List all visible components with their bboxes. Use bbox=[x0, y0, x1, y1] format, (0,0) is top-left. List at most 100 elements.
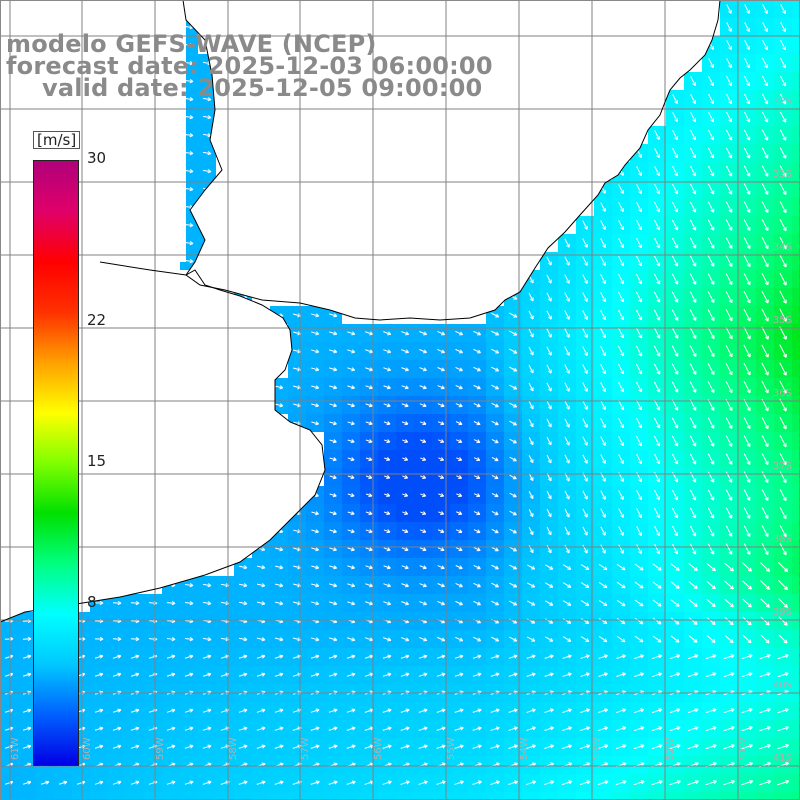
wind-arrow bbox=[725, 273, 733, 286]
wind-arrow bbox=[166, 780, 176, 785]
wind-arrow bbox=[509, 492, 517, 498]
wind-arrow bbox=[600, 544, 606, 554]
wind-arrow bbox=[419, 349, 427, 354]
wind-arrow bbox=[528, 328, 534, 338]
wind-arrow bbox=[761, 507, 769, 519]
wind-speed-cell bbox=[792, 108, 800, 126]
wind-arrow bbox=[779, 236, 787, 250]
wind-arrow bbox=[672, 112, 678, 123]
wind-arrow bbox=[419, 421, 427, 426]
wind-arrow bbox=[365, 457, 373, 462]
wind-arrow bbox=[759, 672, 771, 678]
wind-arrow bbox=[347, 547, 355, 552]
wind-arrow bbox=[508, 744, 518, 749]
wind-arrow bbox=[672, 148, 679, 159]
wind-speed-cell bbox=[792, 0, 800, 18]
wind-arrow bbox=[491, 330, 500, 336]
wind-arrow bbox=[347, 565, 355, 570]
wind-arrow bbox=[509, 636, 518, 642]
wind-speed-cell bbox=[324, 792, 342, 800]
wind-arrow bbox=[508, 330, 518, 336]
wind-arrow bbox=[383, 529, 391, 534]
colorbar-tick-label: 15 bbox=[87, 452, 107, 470]
wind-arrow bbox=[706, 598, 716, 608]
longitude-label: 55W bbox=[446, 737, 457, 760]
wind-arrow bbox=[705, 744, 717, 750]
wind-arrow bbox=[616, 581, 626, 589]
wind-arrow bbox=[508, 726, 518, 731]
wind-arrow bbox=[329, 529, 337, 534]
wind-arrow bbox=[508, 654, 518, 659]
wind-arrow bbox=[274, 744, 284, 749]
wind-arrow bbox=[582, 454, 588, 464]
wind-arrow bbox=[130, 726, 140, 731]
wind-arrow bbox=[600, 220, 606, 230]
wind-arrow bbox=[473, 402, 481, 408]
wind-arrow bbox=[690, 147, 697, 159]
wind-arrow bbox=[347, 475, 355, 480]
wind-speed-cell bbox=[270, 792, 288, 800]
wind-arrow bbox=[490, 726, 500, 731]
wind-arrow bbox=[580, 582, 590, 588]
longitude-label: 58W bbox=[228, 737, 239, 760]
wind-arrow bbox=[437, 529, 445, 534]
wind-arrow bbox=[636, 454, 643, 465]
wind-arrow bbox=[671, 417, 679, 429]
wind-arrow bbox=[689, 291, 697, 303]
wind-arrow bbox=[491, 528, 499, 534]
wind-arrow bbox=[725, 237, 733, 249]
wind-arrow bbox=[256, 708, 266, 713]
colorbar bbox=[33, 160, 79, 766]
wind-arrow bbox=[527, 600, 536, 606]
wind-arrow bbox=[672, 165, 679, 177]
wind-speed-cell bbox=[306, 792, 324, 800]
wind-arrow bbox=[778, 598, 788, 608]
wind-arrow bbox=[438, 439, 445, 444]
wind-arrow bbox=[779, 129, 787, 141]
wind-arrow bbox=[669, 726, 681, 732]
wind-speed-cell bbox=[180, 792, 198, 800]
wind-arrow bbox=[94, 636, 104, 642]
wind-arrow bbox=[743, 543, 751, 555]
wind-arrow bbox=[184, 151, 194, 156]
wind-arrow bbox=[654, 255, 661, 267]
wind-arrow bbox=[744, 75, 751, 87]
wind-arrow bbox=[744, 58, 750, 69]
wind-arrow bbox=[383, 601, 392, 606]
wind-arrow bbox=[184, 79, 194, 84]
longitude-label: 53W bbox=[592, 737, 603, 760]
wind-arrow bbox=[726, 58, 732, 69]
wind-arrow bbox=[383, 421, 391, 426]
wind-arrow bbox=[760, 634, 770, 644]
wind-arrow bbox=[634, 581, 644, 589]
wind-arrow bbox=[528, 473, 534, 482]
wind-arrow bbox=[760, 562, 771, 572]
wind-arrow bbox=[202, 726, 212, 731]
wind-arrow bbox=[707, 345, 715, 358]
wind-arrow bbox=[275, 565, 284, 570]
wind-arrow bbox=[491, 312, 500, 318]
wind-arrow bbox=[401, 583, 409, 588]
wind-arrow bbox=[544, 564, 554, 570]
wind-arrow bbox=[184, 708, 194, 713]
wind-speed-cell bbox=[702, 792, 720, 800]
wind-arrow bbox=[779, 362, 787, 376]
wind-speed-cell bbox=[792, 432, 800, 450]
wind-arrow bbox=[528, 418, 534, 428]
wind-arrow bbox=[618, 436, 624, 447]
wind-arrow bbox=[580, 618, 590, 624]
wind-arrow bbox=[347, 457, 355, 462]
wind-arrow bbox=[454, 672, 464, 677]
wind-arrow bbox=[202, 744, 212, 749]
wind-arrow bbox=[365, 601, 374, 606]
wind-arrow bbox=[310, 654, 320, 659]
wind-arrow bbox=[615, 726, 627, 732]
wind-arrow bbox=[636, 202, 642, 213]
wind-arrow bbox=[777, 726, 789, 732]
wind-arrow bbox=[600, 436, 606, 446]
wind-arrow bbox=[761, 416, 769, 430]
wind-arrow bbox=[473, 511, 481, 516]
wind-arrow bbox=[455, 636, 464, 642]
wind-arrow bbox=[401, 421, 409, 426]
